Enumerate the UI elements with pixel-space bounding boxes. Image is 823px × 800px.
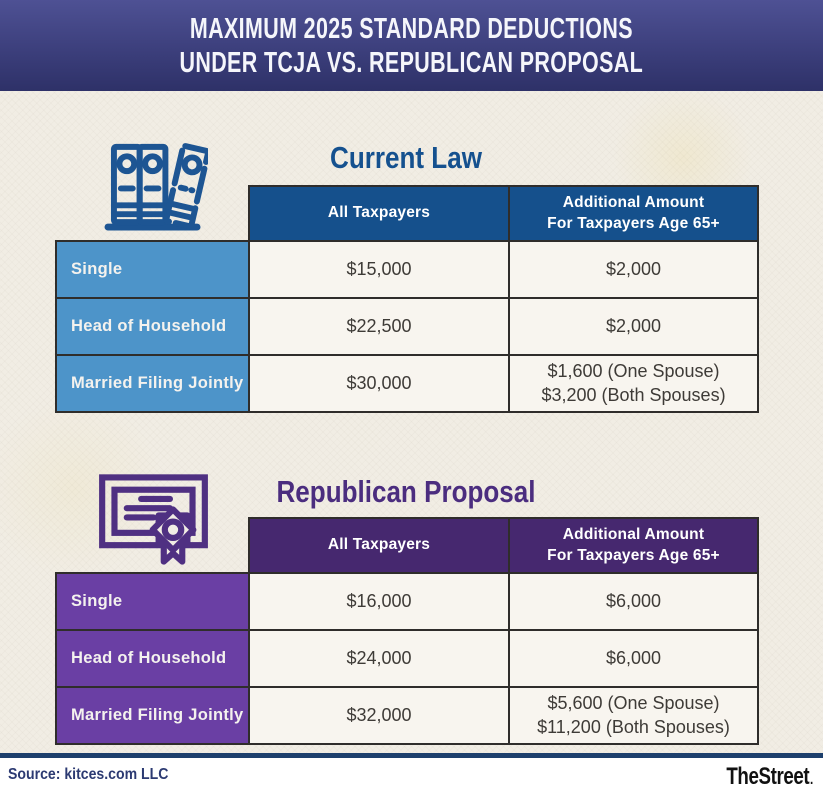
- row-label: Married Filing Jointly: [55, 354, 250, 413]
- column-header-all-taxpayers: All Taxpayers: [248, 517, 510, 574]
- brand-text: TheStreet: [726, 763, 810, 790]
- column-header-additional: Additional Amount For Taxpayers Age 65+: [508, 517, 759, 574]
- section-title-republican-proposal: Republican Proposal: [276, 474, 536, 509]
- table-header-row: All Taxpayers Additional Amount For Taxp…: [56, 185, 759, 242]
- blank-corner-cell: [56, 186, 249, 241]
- certificate-icon: [96, 471, 211, 568]
- all-taxpayers-value: $24,000: [248, 629, 510, 688]
- footer-divider: [0, 753, 823, 758]
- table-row: Single $16,000 $6,000: [55, 572, 759, 631]
- section-title-current-law: Current Law: [330, 140, 482, 175]
- thestreet-logo: TheStreet.: [726, 763, 814, 791]
- republican-proposal-table: All Taxpayers Additional Amount For Taxp…: [55, 517, 759, 745]
- footer: Source: kitces.com LLC TheStreet.: [0, 758, 823, 800]
- additional-value: $1,600 (One Spouse) $3,200 (Both Spouses…: [508, 354, 759, 413]
- row-label: Married Filing Jointly: [55, 686, 250, 745]
- column-header-all-taxpayers: All Taxpayers: [248, 185, 510, 242]
- all-taxpayers-value: $16,000: [248, 572, 510, 631]
- banner-title-line1: MAXIMUM 2025 STANDARD DEDUCTIONS: [189, 12, 634, 45]
- table-header-row: All Taxpayers Additional Amount For Taxp…: [56, 517, 759, 574]
- binders-icon: [103, 137, 212, 232]
- source-attribution: Source: kitces.com LLC: [8, 766, 169, 783]
- all-taxpayers-value: $30,000: [248, 354, 510, 413]
- blank-corner-cell: [56, 518, 249, 573]
- column-header-additional: Additional Amount For Taxpayers Age 65+: [508, 185, 759, 242]
- additional-value: $2,000: [508, 297, 759, 356]
- row-label: Single: [55, 572, 250, 631]
- table-row: Married Filing Jointly $32,000 $5,600 (O…: [55, 686, 759, 745]
- table-row: Single $15,000 $2,000: [55, 240, 759, 299]
- row-label: Head of Household: [55, 629, 250, 688]
- banner-title-line2: UNDER TCJA VS. REPUBLICAN PROPOSAL: [179, 46, 644, 79]
- row-label: Single: [55, 240, 250, 299]
- content-area: Current Law All Taxpayers Additional Amo…: [0, 91, 823, 753]
- all-taxpayers-value: $22,500: [248, 297, 510, 356]
- all-taxpayers-value: $15,000: [248, 240, 510, 299]
- additional-value: $5,600 (One Spouse) $11,200 (Both Spouse…: [508, 686, 759, 745]
- table-row: Head of Household $24,000 $6,000: [55, 629, 759, 688]
- row-label: Head of Household: [55, 297, 250, 356]
- additional-value: $6,000: [508, 629, 759, 688]
- current-law-table: All Taxpayers Additional Amount For Taxp…: [55, 185, 759, 413]
- additional-value: $2,000: [508, 240, 759, 299]
- table-row: Married Filing Jointly $30,000 $1,600 (O…: [55, 354, 759, 413]
- additional-value: $6,000: [508, 572, 759, 631]
- table-row: Head of Household $22,500 $2,000: [55, 297, 759, 356]
- title-banner: MAXIMUM 2025 STANDARD DEDUCTIONS UNDER T…: [0, 0, 823, 91]
- brand-period: .: [810, 771, 813, 788]
- all-taxpayers-value: $32,000: [248, 686, 510, 745]
